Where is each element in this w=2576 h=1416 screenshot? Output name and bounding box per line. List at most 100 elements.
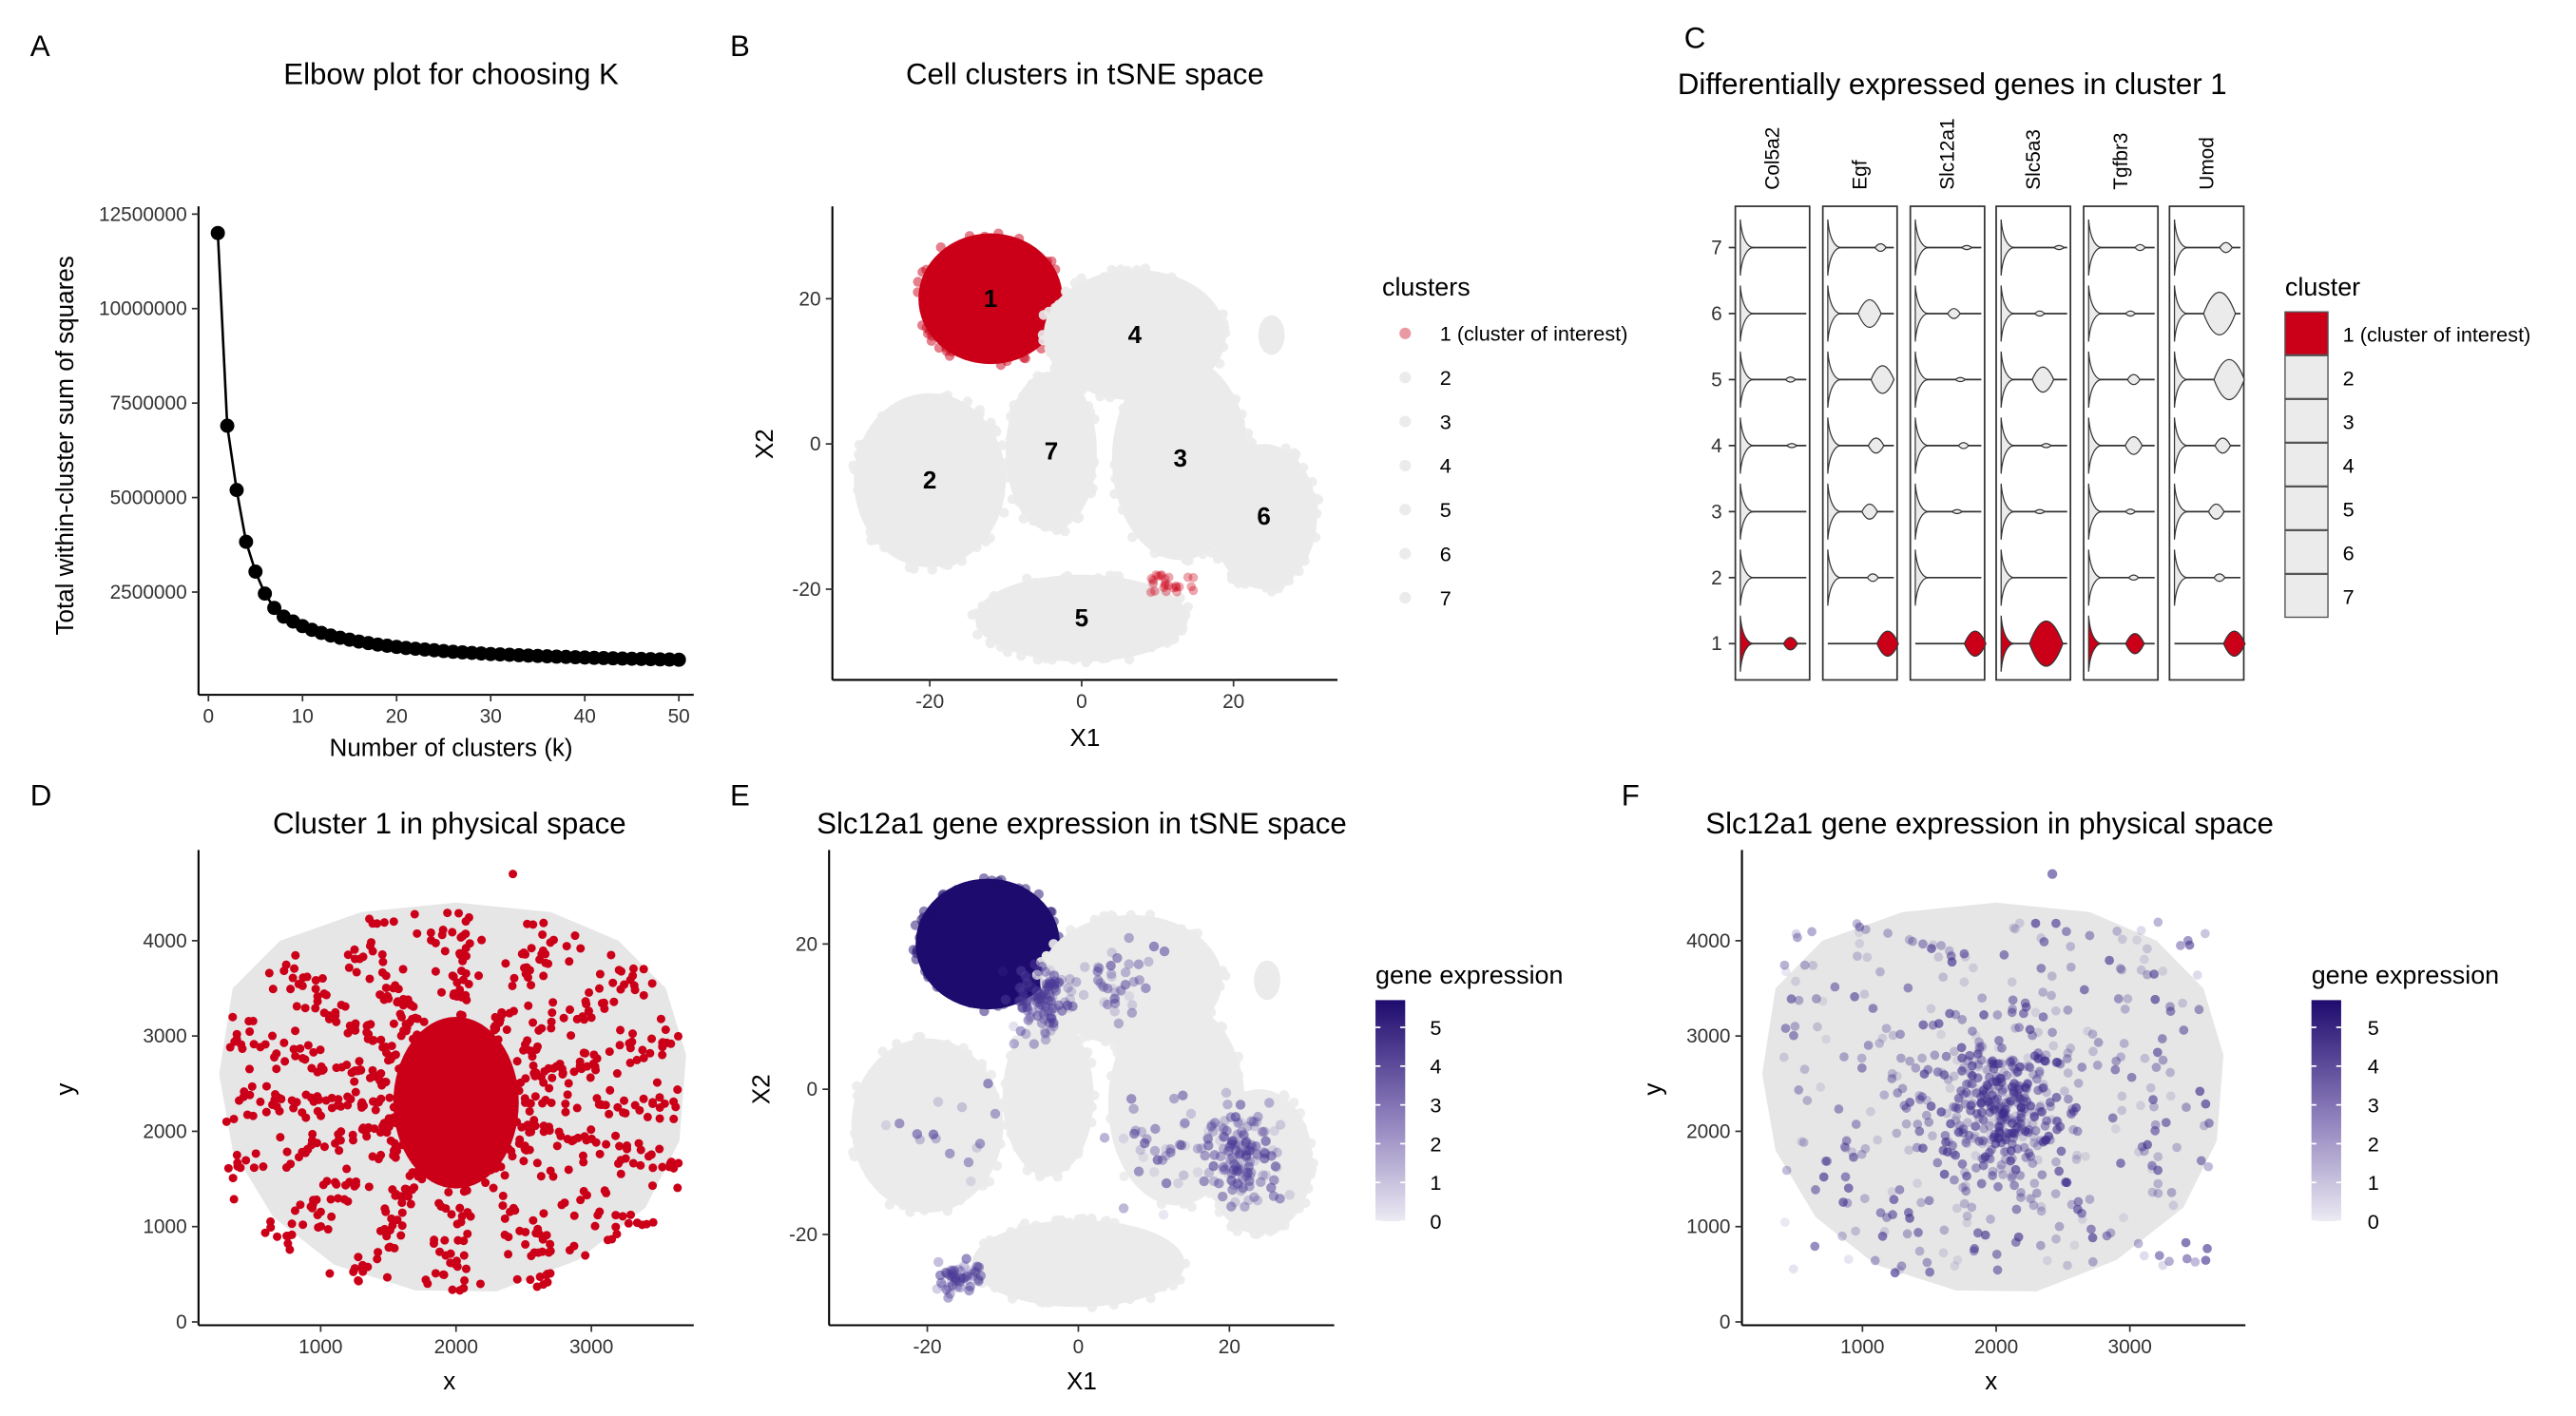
data-point [2009, 1063, 2020, 1074]
data-point [612, 1230, 622, 1239]
data-point [527, 1127, 536, 1137]
data-point [1918, 1020, 1929, 1030]
data-point [1215, 1121, 1226, 1132]
data-point [2087, 1256, 2098, 1267]
data-point [350, 1077, 359, 1086]
data-point [375, 990, 385, 1000]
data-point [2077, 1208, 2086, 1218]
data-point [1071, 977, 1082, 987]
data-point [962, 1048, 973, 1060]
data-point [1233, 1139, 1244, 1150]
data-point [619, 1096, 629, 1105]
data-point [595, 1149, 605, 1158]
data-point [1236, 1186, 1246, 1196]
data-point [2015, 1170, 2026, 1180]
data-point [1047, 1003, 1058, 1014]
data-point [1242, 1121, 1253, 1132]
data-point [2001, 1098, 2011, 1108]
data-point [1162, 586, 1171, 597]
data-point [2056, 1146, 2067, 1157]
data-point [525, 1106, 534, 1117]
data-point [1149, 586, 1160, 596]
data-point [2019, 1142, 2029, 1153]
data-point [538, 929, 548, 940]
data-point [1144, 909, 1156, 920]
data-point [2020, 998, 2030, 1008]
data-point [609, 997, 619, 1006]
data-point [239, 534, 254, 549]
data-point [2016, 1102, 2027, 1112]
data-point [2029, 1138, 2039, 1148]
data-point [1009, 1021, 1019, 1032]
data-point [932, 982, 943, 992]
data-point [628, 1158, 638, 1168]
data-point [1914, 1090, 1925, 1100]
data-point [422, 1169, 432, 1178]
data-point [1233, 1080, 1244, 1091]
cluster-label-5: 5 [1075, 603, 1088, 632]
data-point [281, 1162, 291, 1173]
tissue-f [1761, 869, 2224, 1292]
data-point [331, 1139, 340, 1148]
data-point [1948, 1140, 1957, 1151]
data-point [1056, 1215, 1067, 1225]
data-point [1195, 379, 1205, 391]
data-point [1991, 1249, 2002, 1259]
data-point [2020, 1093, 2030, 1103]
data-point [1799, 960, 1810, 970]
data-point [287, 1219, 297, 1229]
data-point [1093, 573, 1104, 584]
data-point [605, 1109, 614, 1119]
data-point [1208, 1160, 1219, 1172]
data-point [1229, 1139, 1240, 1151]
data-point [1138, 1152, 1149, 1162]
data-point [1015, 1025, 1027, 1037]
data-point [1033, 966, 1045, 977]
data-point [2168, 1200, 2179, 1211]
data-point [1149, 1145, 1161, 1157]
data-point [1978, 1089, 1989, 1100]
data-point [539, 971, 548, 981]
data-point [326, 1195, 336, 1204]
data-point [1798, 1138, 1809, 1148]
data-point [544, 1063, 553, 1073]
data-point [595, 969, 605, 979]
data-point [1160, 574, 1170, 584]
data-point [1106, 971, 1117, 982]
data-point [1109, 998, 1121, 1008]
data-point [2052, 1124, 2062, 1135]
chart-title-f: Slc12a1 gene expression in physical spac… [1705, 807, 2274, 840]
data-point [2044, 1131, 2054, 1141]
chart-title-c: Differentially expressed genes in cluste… [1678, 67, 2227, 101]
legend-key-4 [1399, 459, 1412, 471]
data-point [597, 1100, 606, 1110]
data-point [1290, 449, 1301, 460]
data-point [1039, 1009, 1049, 1020]
data-point [500, 1171, 509, 1180]
data-point [1078, 1214, 1088, 1224]
data-point [1259, 1146, 1269, 1157]
data-point [362, 1022, 372, 1031]
data-point [2008, 1154, 2017, 1163]
data-point [1124, 654, 1135, 665]
data-point [984, 1090, 994, 1100]
data-point [1046, 1025, 1056, 1037]
data-point [2014, 918, 2025, 928]
data-point [228, 1012, 238, 1022]
data-point [423, 1279, 433, 1289]
data-point [954, 1195, 966, 1206]
data-point [1231, 1161, 1241, 1172]
data-point [235, 1096, 244, 1105]
data-point [1224, 452, 1235, 464]
data-point [396, 1231, 406, 1240]
data-point [1128, 1103, 1139, 1115]
data-point [2195, 1086, 2205, 1097]
data-point [446, 1249, 455, 1258]
data-point [661, 1025, 670, 1035]
x-tick-label: 2000 [1974, 1336, 2018, 1358]
data-point [636, 1160, 645, 1170]
data-point [1893, 1088, 1903, 1098]
data-point [1958, 1182, 1968, 1193]
data-point [1963, 1118, 1972, 1128]
